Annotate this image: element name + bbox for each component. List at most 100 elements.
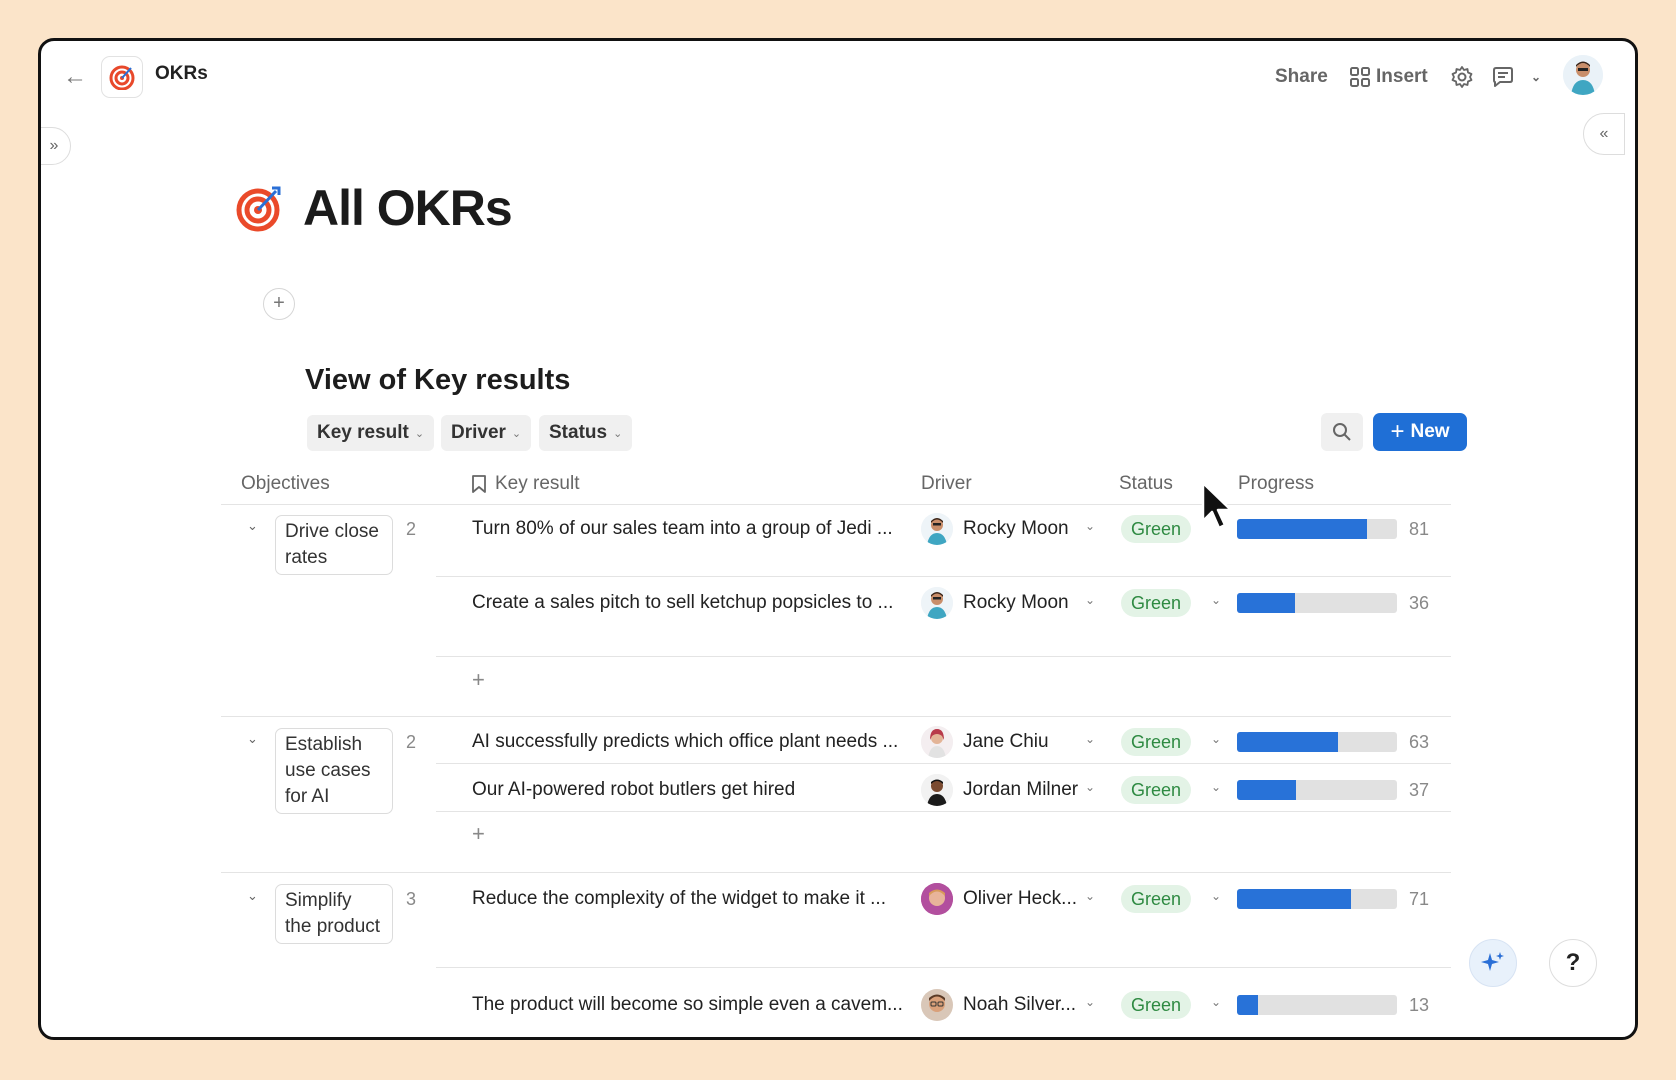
progress-fill [1237, 889, 1351, 909]
search-icon [1333, 423, 1351, 441]
chevron-down-icon[interactable]: ⌄ [1211, 889, 1222, 903]
chevron-down-icon[interactable]: ⌄ [1085, 593, 1096, 607]
share-button[interactable]: Share [1275, 66, 1328, 87]
progress-fill [1237, 593, 1295, 613]
driver-name: Jordan Milner [963, 779, 1079, 800]
target-icon [109, 65, 135, 90]
progress-fill [1237, 519, 1367, 539]
progress-bar [1237, 593, 1397, 613]
filter-label: Status [549, 422, 608, 443]
status-badge[interactable]: Green [1121, 728, 1192, 756]
gear-icon [1451, 66, 1473, 88]
progress-fill [1237, 732, 1338, 752]
avatar [921, 989, 953, 1021]
chevron-down-icon[interactable]: ⌄ [1085, 780, 1096, 794]
divider [436, 763, 1451, 764]
key-result-cell[interactable]: Our AI-powered robot butlers get hired [472, 779, 796, 800]
progress-bar [1237, 995, 1397, 1015]
back-arrow-icon[interactable]: ← [63, 63, 87, 90]
comments-button[interactable] [1491, 61, 1515, 93]
sparkle-icon [1481, 952, 1504, 971]
chevron-down-icon[interactable]: ⌄ [1211, 780, 1222, 794]
search-button[interactable] [1321, 413, 1363, 451]
chevron-down-icon[interactable]: ⌄ [1211, 732, 1222, 746]
new-button[interactable]: + New [1373, 413, 1467, 451]
plus-icon: + [1390, 418, 1405, 445]
status-badge[interactable]: Green [1121, 515, 1192, 543]
new-label: New [1410, 421, 1450, 442]
comment-icon [1493, 67, 1513, 87]
filter-key-result[interactable]: Key result ⌄ [307, 415, 435, 451]
doc-name[interactable]: OKRs [155, 63, 208, 84]
filter-status[interactable]: Status ⌄ [539, 415, 633, 451]
chevron-down-icon[interactable]: ⌄ [247, 888, 258, 903]
objective-chip[interactable]: Establish use cases for AI [275, 728, 393, 814]
chevron-down-icon[interactable]: ⌄ [1211, 593, 1222, 607]
progress-fill [1237, 995, 1258, 1015]
ai-assistant-button[interactable] [1469, 939, 1517, 987]
key-result-cell[interactable]: Turn 80% of our sales team into a group … [472, 518, 893, 539]
settings-button[interactable] [1450, 61, 1474, 93]
view-title: View of Key results [305, 364, 571, 396]
key-result-cell[interactable]: Create a sales pitch to sell ketchup pop… [472, 592, 894, 613]
chevron-down-icon[interactable]: ⌄ [1085, 732, 1096, 746]
progress-value: 63 [1409, 732, 1430, 752]
driver-cell[interactable]: Jordan Milner [921, 774, 1078, 806]
status-badge[interactable]: Green [1121, 776, 1192, 804]
add-row-button[interactable]: + [472, 667, 485, 692]
progress-bar [1237, 889, 1397, 909]
progress-bar [1237, 732, 1397, 752]
key-result-cell[interactable]: AI successfully predicts which office pl… [472, 731, 899, 752]
driver-cell[interactable]: Noah Silver... [921, 989, 1076, 1021]
driver-name: Noah Silver... [963, 994, 1076, 1015]
column-header-key-result[interactable]: Key result [471, 473, 579, 495]
add-block-button[interactable]: + [263, 288, 295, 320]
mouse-cursor-icon [1201, 481, 1233, 530]
progress-value: 81 [1409, 519, 1430, 539]
chevron-down-icon[interactable]: ⌄ [1085, 519, 1096, 533]
driver-name: Jane Chiu [963, 731, 1049, 752]
driver-cell[interactable]: Rocky Moon [921, 513, 1069, 545]
chevron-down-icon[interactable]: ⌄ [247, 731, 258, 746]
driver-cell[interactable]: Rocky Moon [921, 587, 1069, 619]
progress-value: 37 [1409, 780, 1430, 800]
column-header-progress[interactable]: Progress [1238, 473, 1315, 494]
collapse-panel-icon[interactable]: « [1583, 113, 1625, 155]
column-header-objectives[interactable]: Objectives [241, 473, 330, 494]
help-icon[interactable]: ? [1549, 939, 1597, 987]
expand-sidebar-icon[interactable]: » [41, 127, 71, 165]
key-result-cell[interactable]: The product will become so simple even a… [472, 994, 902, 1015]
insert-button[interactable]: Insert [1350, 61, 1428, 93]
status-badge[interactable]: Green [1121, 589, 1192, 617]
column-label: Key result [495, 473, 580, 494]
filter-label: Key result [317, 422, 409, 443]
driver-cell[interactable]: Jane Chiu [921, 726, 1049, 758]
column-header-status[interactable]: Status [1119, 473, 1173, 494]
app-icon[interactable] [101, 56, 143, 98]
add-row-button[interactable]: + [472, 821, 485, 846]
objective-chip[interactable]: Drive close rates [275, 515, 393, 575]
filter-driver[interactable]: Driver ⌄ [441, 415, 532, 451]
chevron-down-icon[interactable]: ⌄ [1531, 70, 1542, 84]
chevron-down-icon: ⌄ [414, 427, 425, 440]
objective-chip[interactable]: Simplify the product [275, 884, 393, 944]
avatar [921, 513, 953, 545]
status-badge[interactable]: Green [1121, 991, 1192, 1019]
progress-bar [1237, 519, 1397, 539]
insert-label: Insert [1376, 66, 1428, 87]
avatar [921, 774, 953, 806]
target-icon [236, 186, 281, 232]
chevron-down-icon[interactable]: ⌄ [1085, 889, 1096, 903]
chevron-down-icon: ⌄ [613, 427, 623, 440]
key-result-cell[interactable]: Reduce the complexity of the widget to m… [472, 888, 886, 909]
chevron-down-icon[interactable]: ⌄ [1211, 995, 1222, 1009]
chevron-down-icon[interactable]: ⌄ [247, 518, 258, 533]
status-badge[interactable]: Green [1121, 885, 1192, 913]
column-header-driver[interactable]: Driver [921, 473, 972, 494]
chevron-down-icon[interactable]: ⌄ [1085, 995, 1096, 1009]
avatar[interactable] [1563, 55, 1603, 95]
objective-count: 2 [406, 519, 417, 539]
driver-name: Rocky Moon [963, 518, 1069, 539]
objective-count: 2 [406, 732, 417, 752]
driver-cell[interactable]: Oliver Heck... [921, 883, 1077, 915]
